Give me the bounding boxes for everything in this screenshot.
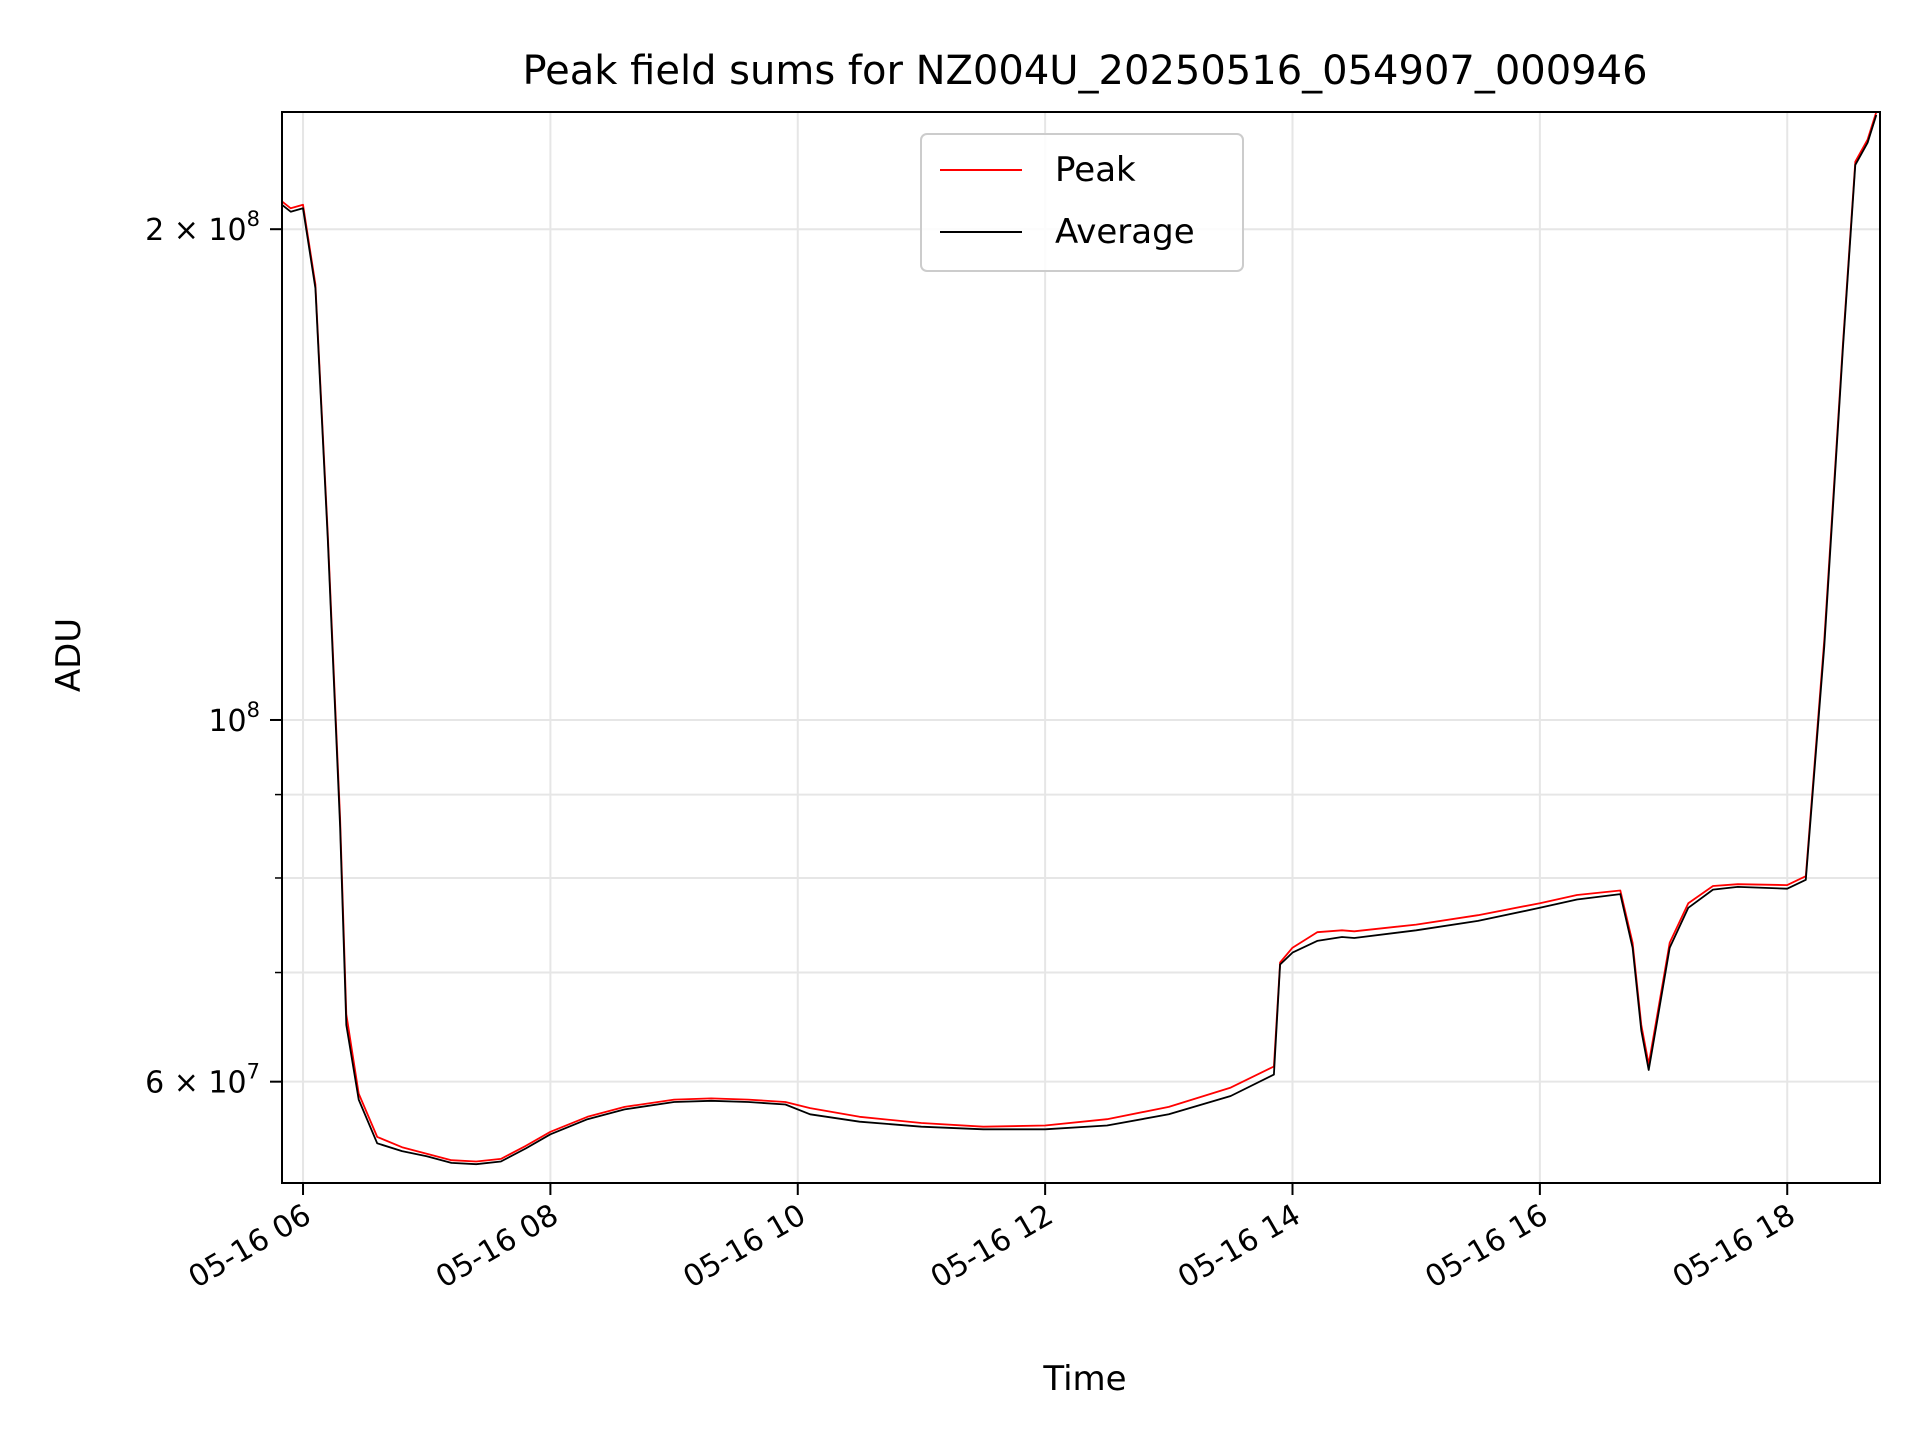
y-tick-label: 108	[208, 698, 260, 739]
legend-label-average: Average	[1055, 212, 1195, 252]
y-axis-label: ADU	[49, 618, 89, 692]
series-line-peak	[281, 111, 1878, 1163]
series-line-average	[281, 114, 1878, 1166]
x-axis-label: Time	[1042, 1359, 1126, 1399]
legend: Peak Average	[920, 133, 1244, 272]
legend-label-peak: Peak	[1055, 150, 1136, 190]
y-tick-label: 2 × 108	[145, 207, 260, 248]
series-lines	[281, 111, 1878, 1166]
plot-area-frame	[281, 111, 1881, 1184]
y-tick-label: 6 × 107	[145, 1060, 260, 1101]
legend-box	[920, 133, 1244, 272]
chart-title: Peak field sums for NZ004U_20250516_0549…	[522, 48, 1647, 94]
